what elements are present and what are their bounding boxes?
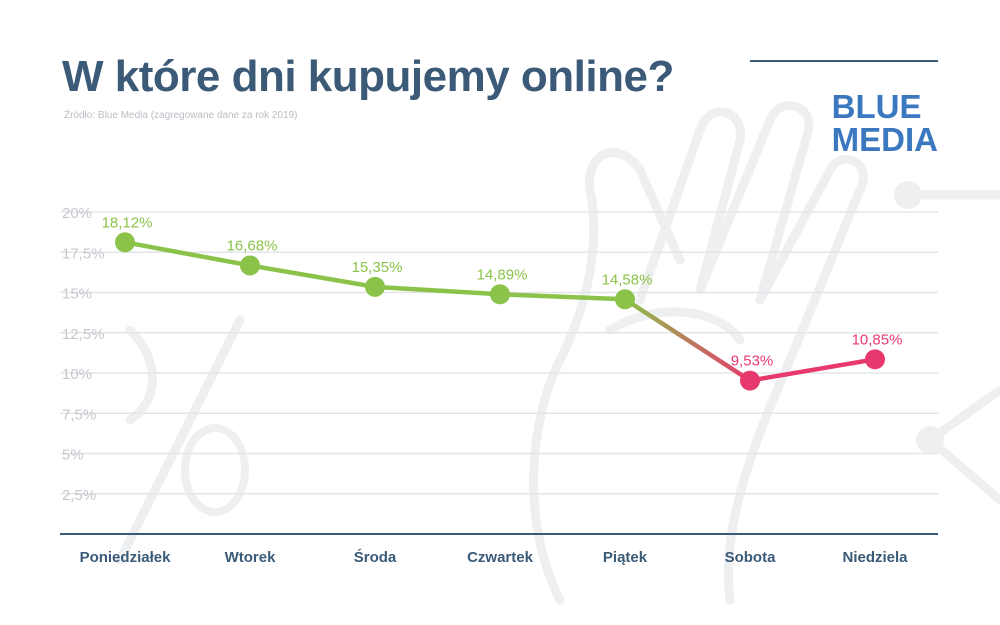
data-point [865, 349, 885, 370]
brand-logo-line-2: MEDIA [831, 121, 938, 158]
data-label: 10,85% [852, 331, 903, 348]
x-tick-label: Piątek [603, 549, 648, 566]
x-tick-label: Wtorek [225, 549, 276, 566]
series-line-segment [372, 284, 503, 297]
series-line [122, 240, 878, 383]
x-tick-label: Poniedziałek [80, 549, 172, 566]
data-point [115, 232, 135, 253]
data-point [740, 370, 760, 391]
y-tick-label: 2,5% [62, 487, 96, 504]
y-axis-tick-labels: 2,5% 5% 7,5% 10% 12,5% 15% 17,5% 20% [62, 205, 105, 504]
y-tick-label: 12,5% [62, 326, 105, 343]
brand-logo: BLUE MEDIA [832, 90, 938, 156]
data-point [490, 284, 510, 305]
series-line-segment [622, 297, 753, 383]
data-label: 9,53% [731, 353, 774, 370]
data-label: 15,35% [352, 259, 403, 276]
series-line-segment [497, 292, 628, 302]
page-title: W które dni kupujemy online? [62, 52, 674, 101]
series-points [115, 232, 885, 391]
chart-source-note: Źródło: Blue Media (zagregowane dane za … [64, 110, 298, 121]
brand-logo-line-1: BLUE [831, 88, 922, 125]
data-point [240, 255, 260, 276]
y-tick-label: 15% [62, 286, 92, 303]
series-line-segment [247, 263, 378, 290]
brand-divider [750, 60, 938, 62]
y-tick-label: 7,5% [62, 406, 96, 423]
data-label: 14,58% [602, 271, 653, 288]
x-tick-label: Niedziela [842, 549, 908, 566]
y-tick-label: 20% [62, 205, 92, 222]
x-tick-label: Czwartek [467, 549, 534, 566]
data-label: 14,89% [477, 266, 528, 283]
x-axis-tick-labels: Poniedziałek Wtorek Środa Czwartek Piątek Sob… [80, 548, 909, 566]
data-labels: 18,12% 16,68% 15,35% 14,89% 14,58% 9,53% 10,85… [102, 214, 903, 369]
data-point [365, 276, 385, 297]
x-tick-label: Środa [354, 548, 397, 566]
data-point [615, 289, 635, 310]
x-tick-label: Sobota [725, 549, 776, 566]
series-line-segment [747, 357, 878, 383]
y-tick-label: 5% [62, 447, 84, 464]
y-tick-label: 17,5% [62, 245, 105, 262]
series-line-segment [122, 240, 253, 268]
data-label: 18,12% [102, 214, 153, 231]
y-tick-label: 10% [62, 366, 92, 383]
grid-lines [60, 211, 938, 495]
data-label: 16,68% [227, 237, 278, 254]
